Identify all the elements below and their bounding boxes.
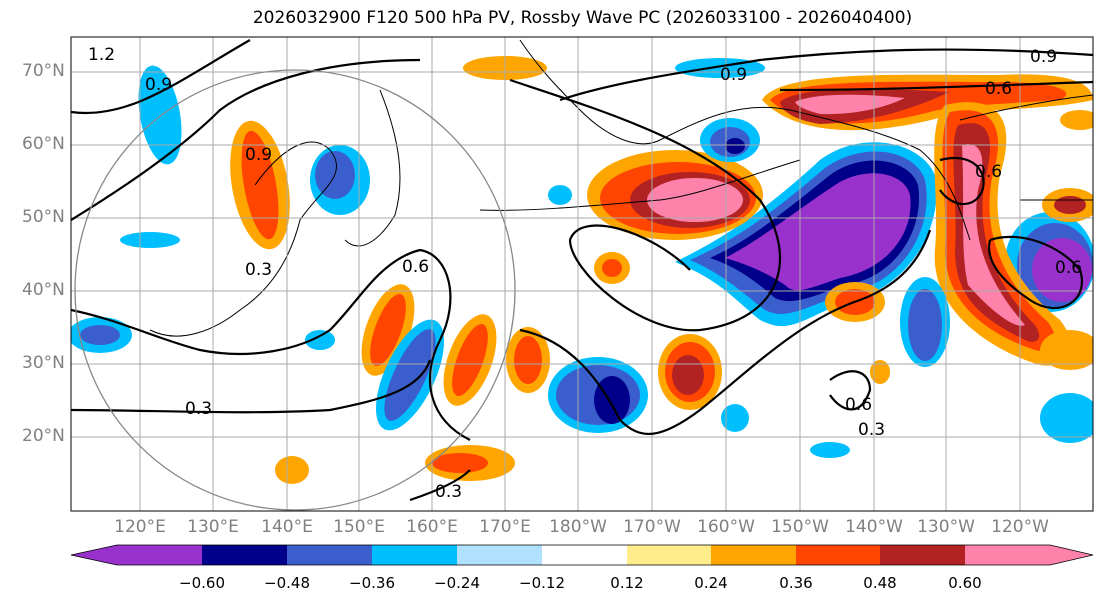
colorbar-tick: 0.36 [779,574,813,592]
lon-label: 170°W [623,517,681,537]
svg-text:0.9: 0.9 [145,75,172,95]
lon-label: 170°E [479,517,531,537]
lat-label: 40°N [22,280,65,300]
colorbar-tick: −0.36 [349,574,395,592]
colorbar-tick: −0.48 [264,574,310,592]
lon-label: 160°E [406,517,458,537]
lat-label: 30°N [22,353,65,373]
svg-text:0.6: 0.6 [985,79,1012,99]
figure-title: 2026032900 F120 500 hPa PV, Rossby Wave … [252,8,913,28]
lat-label: 60°N [22,134,65,154]
svg-text:0.3: 0.3 [435,482,462,502]
negative-anomaly-small [71,58,1093,458]
colorbar-tick: 0.60 [948,574,982,592]
colorbar [70,544,1094,566]
lat-label: 20°N [22,426,65,446]
lon-label: 120°E [114,517,166,537]
colorbar-tick: −0.12 [519,574,565,592]
lon-label: 150°W [771,517,829,537]
svg-text:0.9: 0.9 [720,65,747,85]
contour-labels: 1.2 0.9 0.9 0.9 0.6 0.6 0.6 0.6 0.3 0.3 … [88,45,1082,502]
svg-text:0.6: 0.6 [402,257,429,277]
lon-label: 150°E [333,517,385,537]
svg-text:0.6: 0.6 [975,162,1002,182]
colorbar-tick: 0.12 [610,574,644,592]
colorbar-tick: 0.48 [863,574,897,592]
colorbar-tick: −0.24 [434,574,480,592]
lon-label: 120°W [991,517,1049,537]
gridlines [71,37,1093,511]
svg-text:0.3: 0.3 [245,260,272,280]
colorbar-extend-min [71,545,117,565]
svg-text:0.9: 0.9 [1030,47,1057,67]
svg-text:0.6: 0.6 [845,395,872,415]
lon-label: 130°W [917,517,975,537]
highlight-circle [74,69,516,511]
negative-anomaly-ne-pacific [675,142,937,327]
lon-label: 140°E [261,517,313,537]
positive-anomaly-small [230,56,1093,484]
lat-label: 70°N [22,61,65,81]
colorbar-tick: 0.24 [694,574,728,592]
svg-text:0.6: 0.6 [1055,258,1082,278]
colorbar-tick: −0.60 [179,574,225,592]
svg-text:0.3: 0.3 [858,420,885,440]
map-frame [70,36,1094,512]
lon-label: 160°W [697,517,755,537]
lat-label: 50°N [22,207,65,227]
lon-label: 140°W [845,517,903,537]
svg-text:0.9: 0.9 [245,145,272,165]
svg-text:1.2: 1.2 [88,45,115,65]
colorbar-extend-max [1050,545,1093,565]
lon-label: 180°W [549,517,607,537]
svg-text:0.3: 0.3 [185,399,212,419]
pv-contours [71,39,1093,502]
lon-label: 130°E [187,517,239,537]
